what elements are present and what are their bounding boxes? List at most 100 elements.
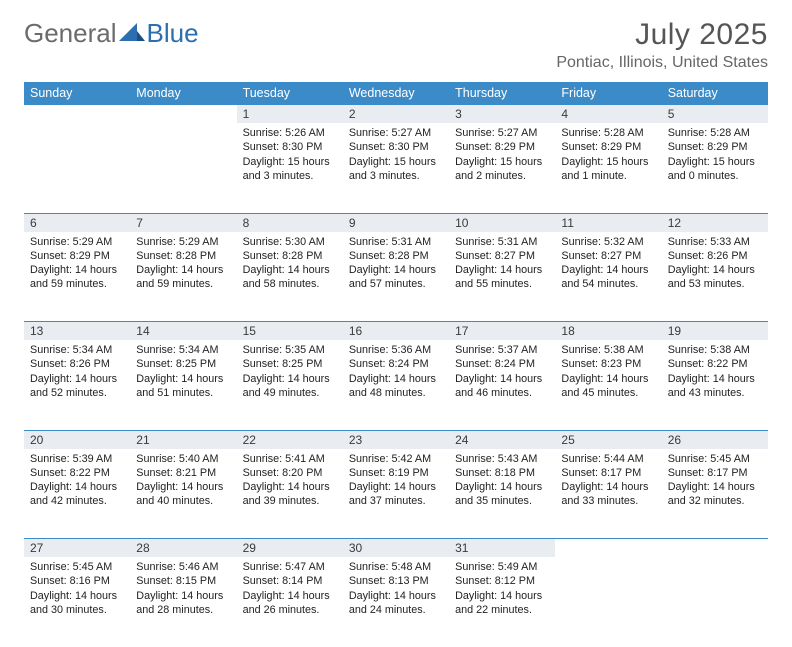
header: General Blue July 2025 Pontiac, Illinois… <box>24 18 768 72</box>
day-cell: Sunrise: 5:45 AMSunset: 8:17 PMDaylight:… <box>662 449 768 539</box>
sunset-line: Sunset: 8:23 PM <box>561 357 655 371</box>
day-number-row: 2728293031 <box>24 539 768 558</box>
sunset-line: Sunset: 8:28 PM <box>243 249 337 263</box>
weekday-header: Sunday <box>24 82 130 105</box>
weekday-header: Saturday <box>662 82 768 105</box>
day-number: 7 <box>130 213 236 232</box>
day-number: 27 <box>24 539 130 558</box>
sunrise-line: Sunrise: 5:38 AM <box>668 343 762 357</box>
day-cell: Sunrise: 5:34 AMSunset: 8:26 PMDaylight:… <box>24 340 130 430</box>
sunrise-line: Sunrise: 5:43 AM <box>455 452 549 466</box>
day-number: 9 <box>343 213 449 232</box>
daylight-line: Daylight: 14 hours and 35 minutes. <box>455 480 549 509</box>
weekday-header: Friday <box>555 82 661 105</box>
daylight-line: Daylight: 14 hours and 39 minutes. <box>243 480 337 509</box>
day-cell: Sunrise: 5:26 AMSunset: 8:30 PMDaylight:… <box>237 123 343 213</box>
day-content-row: Sunrise: 5:39 AMSunset: 8:22 PM Daylight:… <box>24 449 768 539</box>
daylight-line: Daylight: 14 hours and 52 minutes. <box>30 372 124 401</box>
day-cell: Sunrise: 5:47 AMSunset: 8:14 PMDaylight:… <box>237 557 343 647</box>
sunrise-line: Sunrise: 5:49 AM <box>455 560 549 574</box>
daylight-line: Daylight: 15 hours and 1 minute. <box>561 155 655 184</box>
day-cell: Sunrise: 5:28 AMSunset: 8:29 PMDaylight:… <box>555 123 661 213</box>
day-content-row: Sunrise: 5:29 AMSunset: 8:29 PMDaylight:… <box>24 232 768 322</box>
day-cell: Sunrise: 5:29 AMSunset: 8:28 PMDaylight:… <box>130 232 236 322</box>
day-number: 16 <box>343 322 449 341</box>
day-number: 28 <box>130 539 236 558</box>
sunset-line: Sunset: 8:21 PM <box>136 466 230 480</box>
sunset-line: Sunset: 8:12 PM <box>455 574 549 588</box>
sunset-line: Sunset: 8:29 PM <box>455 140 549 154</box>
daylight-line: Daylight: 14 hours and 49 minutes. <box>243 372 337 401</box>
day-cell: Sunrise: 5:27 AMSunset: 8:30 PMDaylight:… <box>343 123 449 213</box>
day-number-row: 20212223242526 <box>24 430 768 449</box>
sunset-line: Sunset: 8:26 PM <box>668 249 762 263</box>
weekday-header-row: SundayMondayTuesdayWednesdayThursdayFrid… <box>24 82 768 105</box>
day-cell: Sunrise: 5:38 AMSunset: 8:23 PMDaylight:… <box>555 340 661 430</box>
sunset-line: Sunset: 8:22 PM <box>30 466 124 480</box>
day-number-row: 12345 <box>24 105 768 124</box>
daylight-line: Daylight: 14 hours and 24 minutes. <box>349 589 443 618</box>
sunset-line: Sunset: 8:16 PM <box>30 574 124 588</box>
day-number: 19 <box>662 322 768 341</box>
daylight-line: Daylight: 14 hours and 30 minutes. <box>30 589 124 618</box>
day-number: 3 <box>449 105 555 124</box>
calendar-table: SundayMondayTuesdayWednesdayThursdayFrid… <box>24 82 768 647</box>
weekday-header: Thursday <box>449 82 555 105</box>
day-number: 14 <box>130 322 236 341</box>
day-number: 5 <box>662 105 768 124</box>
daylight-line: Daylight: 14 hours and 51 minutes. <box>136 372 230 401</box>
day-number: 10 <box>449 213 555 232</box>
day-number: 13 <box>24 322 130 341</box>
day-cell: Sunrise: 5:49 AMSunset: 8:12 PMDaylight:… <box>449 557 555 647</box>
sunset-line: Sunset: 8:28 PM <box>349 249 443 263</box>
sunrise-line: Sunrise: 5:38 AM <box>561 343 655 357</box>
daylight-line: Daylight: 14 hours and 46 minutes. <box>455 372 549 401</box>
sunset-line: Sunset: 8:29 PM <box>668 140 762 154</box>
day-number: 31 <box>449 539 555 558</box>
day-cell: Sunrise: 5:27 AMSunset: 8:29 PMDaylight:… <box>449 123 555 213</box>
sunrise-line: Sunrise: 5:41 AM <box>243 452 337 466</box>
day-number: 15 <box>237 322 343 341</box>
day-number: 18 <box>555 322 661 341</box>
day-number: 22 <box>237 430 343 449</box>
day-number: 21 <box>130 430 236 449</box>
sunset-line: Sunset: 8:17 PM <box>668 466 762 480</box>
location-label: Pontiac, Illinois, United States <box>556 54 768 72</box>
brand-logo: General Blue <box>24 18 199 49</box>
daylight-line: Daylight: 14 hours and 48 minutes. <box>349 372 443 401</box>
day-number: 4 <box>555 105 661 124</box>
sunrise-line: Sunrise: 5:29 AM <box>30 235 124 249</box>
sunrise-line: Sunrise: 5:30 AM <box>243 235 337 249</box>
sunset-line: Sunset: 8:13 PM <box>349 574 443 588</box>
sunrise-line: Sunrise: 5:48 AM <box>349 560 443 574</box>
day-number: 29 <box>237 539 343 558</box>
sunrise-line: Sunrise: 5:47 AM <box>243 560 337 574</box>
daylight-line: Daylight: 14 hours and 28 minutes. <box>136 589 230 618</box>
day-cell: Sunrise: 5:37 AMSunset: 8:24 PMDaylight:… <box>449 340 555 430</box>
day-number: 17 <box>449 322 555 341</box>
sunset-line: Sunset: 8:18 PM <box>455 466 549 480</box>
sunrise-line: Sunrise: 5:27 AM <box>349 126 443 140</box>
sunset-line: Sunset: 8:25 PM <box>136 357 230 371</box>
day-cell: Sunrise: 5:45 AMSunset: 8:16 PMDaylight:… <box>24 557 130 647</box>
sunrise-line: Sunrise: 5:45 AM <box>30 560 124 574</box>
day-cell: Sunrise: 5:40 AMSunset: 8:21 PMDaylight:… <box>130 449 236 539</box>
sunrise-line: Sunrise: 5:39 AM <box>30 452 124 466</box>
sunrise-line: Sunrise: 5:34 AM <box>30 343 124 357</box>
day-cell: Sunrise: 5:48 AMSunset: 8:13 PMDaylight:… <box>343 557 449 647</box>
day-content-empty <box>24 123 130 213</box>
daylight-line: Daylight: 14 hours and 43 minutes. <box>668 372 762 401</box>
weekday-header: Tuesday <box>237 82 343 105</box>
sunrise-line: Sunrise: 5:31 AM <box>349 235 443 249</box>
day-number: 25 <box>555 430 661 449</box>
brand-triangle-icon <box>119 21 145 46</box>
sunrise-line: Sunrise: 5:32 AM <box>561 235 655 249</box>
day-content-empty <box>130 123 236 213</box>
weekday-header: Wednesday <box>343 82 449 105</box>
day-number: 30 <box>343 539 449 558</box>
daylight-line: Daylight: 14 hours and 55 minutes. <box>455 263 549 292</box>
day-content-row: Sunrise: 5:34 AMSunset: 8:26 PMDaylight:… <box>24 340 768 430</box>
day-cell: Sunrise: 5:31 AMSunset: 8:27 PMDaylight:… <box>449 232 555 322</box>
sunrise-line: Sunrise: 5:35 AM <box>243 343 337 357</box>
sunset-line: Sunset: 8:22 PM <box>668 357 762 371</box>
